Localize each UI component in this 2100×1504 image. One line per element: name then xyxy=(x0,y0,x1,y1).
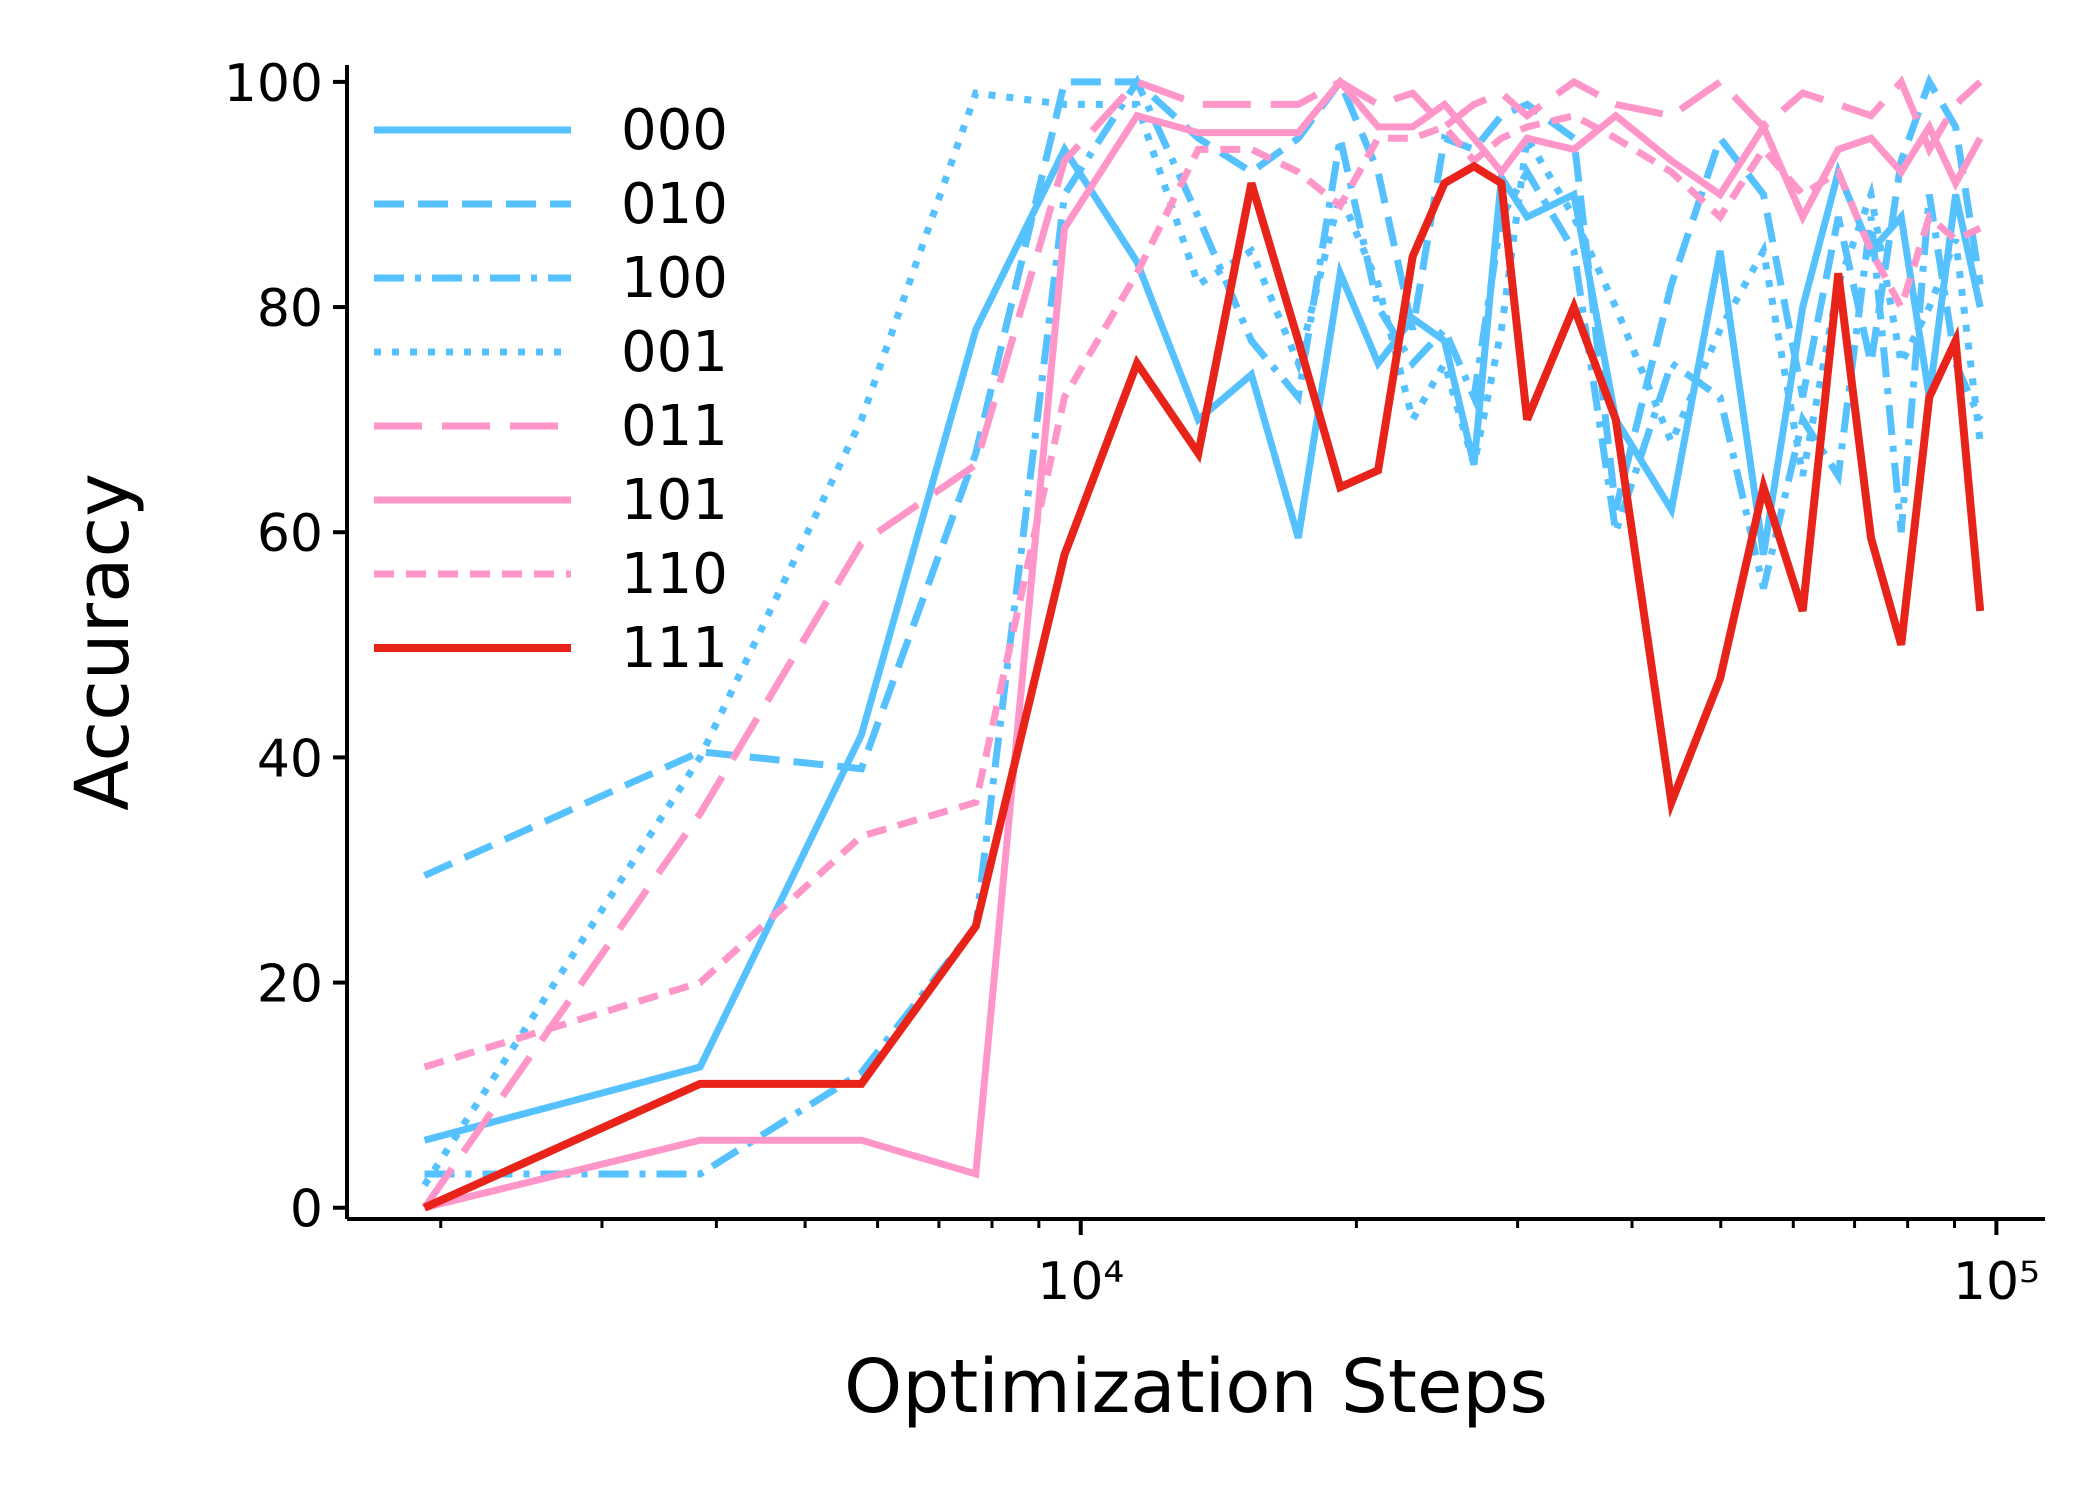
legend-label: 111 xyxy=(621,616,728,681)
y-tick-label: 0 xyxy=(290,1180,323,1240)
legend-label: 110 xyxy=(621,542,728,607)
y-axis-label: Accuracy xyxy=(60,473,146,811)
y-tick-label: 40 xyxy=(257,729,323,789)
x-tick-label: 10⁵ xyxy=(1953,1252,2040,1312)
series-line xyxy=(424,74,1984,1178)
series-line xyxy=(423,76,1984,1212)
plot-area xyxy=(421,73,1985,1212)
series-line xyxy=(421,75,1983,1210)
x-tick-label: 10⁴ xyxy=(1037,1252,1124,1312)
y-tick-label: 100 xyxy=(224,54,323,114)
y-tick-label: 60 xyxy=(257,504,323,564)
legend-label: 001 xyxy=(621,320,728,385)
series-line xyxy=(422,161,1985,1212)
series-line xyxy=(421,89,1984,1188)
series-line xyxy=(423,73,1984,879)
x-axis-label: Optimization Steps xyxy=(844,1344,1548,1430)
legend-label: 101 xyxy=(621,468,728,533)
legend-label: 010 xyxy=(621,172,728,237)
series-line xyxy=(423,111,1982,1071)
legend-label: 100 xyxy=(621,246,728,311)
y-tick-label: 80 xyxy=(257,279,323,339)
legend-label: 011 xyxy=(621,394,728,459)
legend-label: 000 xyxy=(621,98,728,163)
y-tick-label: 20 xyxy=(257,955,323,1015)
